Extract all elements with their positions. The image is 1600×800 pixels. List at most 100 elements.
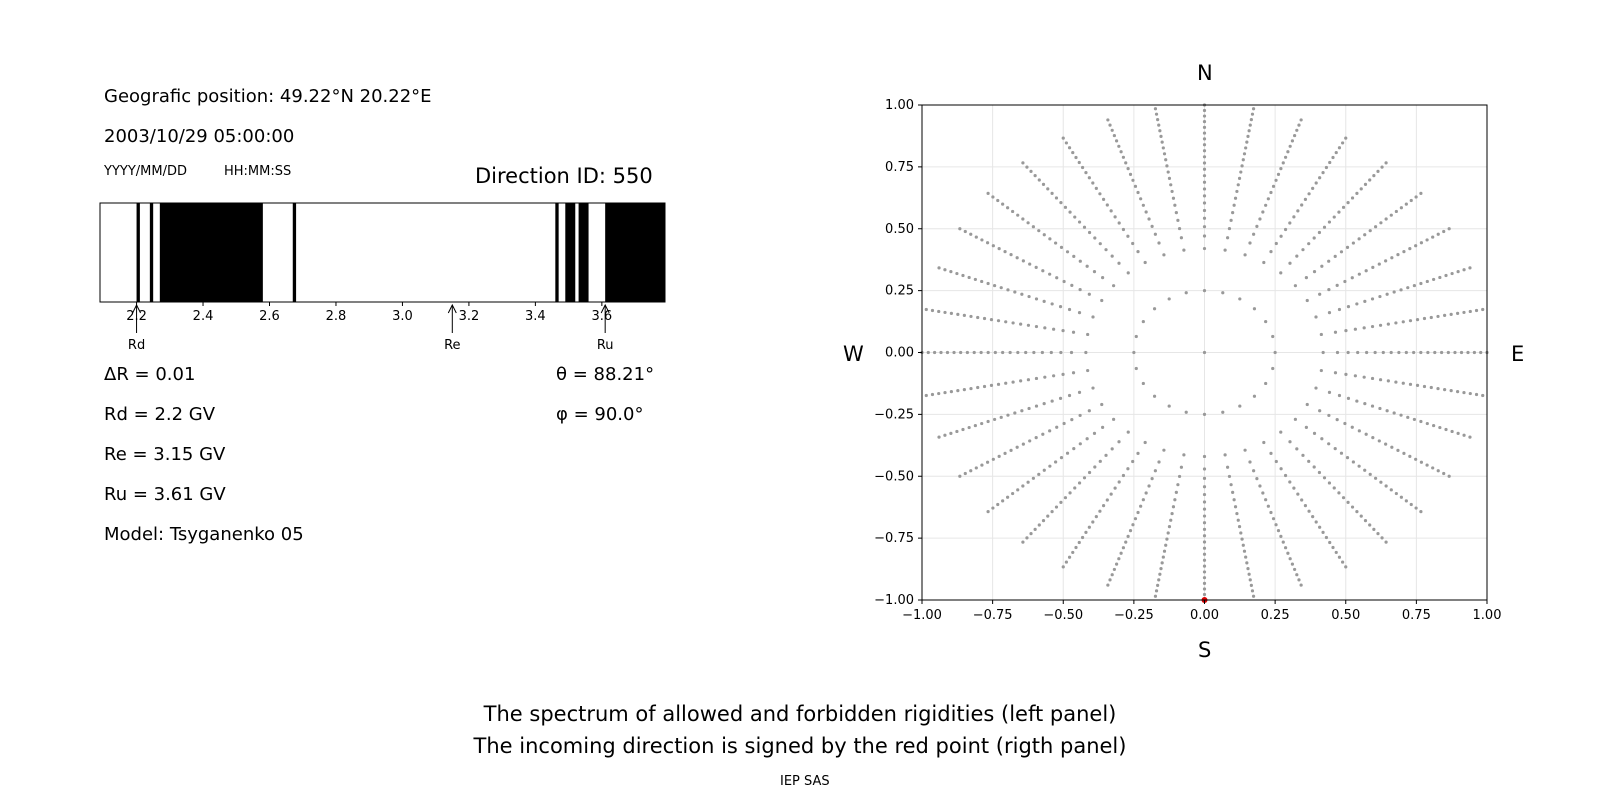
- scatter-point: [1182, 248, 1186, 252]
- scatter-point: [1084, 350, 1088, 355]
- scatter-point: [1232, 203, 1236, 207]
- scatter-point: [1202, 167, 1207, 171]
- scatter-point: [943, 390, 947, 395]
- scatter-point: [1288, 261, 1292, 265]
- scatter-point: [1261, 210, 1265, 214]
- scatter-point: [1029, 169, 1033, 173]
- marker-arrow-head: [447, 303, 457, 314]
- scatter-point: [1041, 432, 1045, 436]
- scatter-point: [999, 286, 1003, 290]
- scatter-point: [1048, 237, 1052, 241]
- scatter-point: [1419, 281, 1423, 286]
- scatter-point: [1087, 292, 1091, 296]
- direction-id: Direction ID: 550: [475, 164, 653, 188]
- scatter-point: [1378, 378, 1383, 382]
- scatter-point: [949, 431, 953, 435]
- scatter-point: [1446, 350, 1450, 355]
- scatter-point: [1462, 268, 1466, 272]
- scatter-point: [1098, 509, 1102, 513]
- scatter-point: [1082, 476, 1087, 480]
- scatter-point: [1419, 350, 1423, 355]
- scatter-point: [996, 502, 1000, 507]
- scatter-point: [1027, 294, 1031, 299]
- scatter-point: [958, 227, 962, 231]
- scatter-point: [1436, 314, 1440, 319]
- scatter-point: [1105, 498, 1109, 502]
- scatter-point: [1279, 534, 1283, 538]
- scatter-point: [1167, 404, 1171, 408]
- scatter-point: [1333, 254, 1337, 259]
- scatter-point: [1084, 170, 1088, 175]
- date-format-label: YYYY/MM/DD: [104, 164, 187, 179]
- scatter-point: [1112, 133, 1116, 138]
- scatter-point: [1136, 249, 1140, 254]
- scatter-point: [1070, 283, 1074, 287]
- scatter-point: [1202, 289, 1207, 293]
- scatter-point: [1143, 260, 1147, 265]
- scatter-point: [1157, 123, 1161, 127]
- scatter-point: [1006, 413, 1010, 417]
- scatter-point: [1021, 259, 1025, 263]
- scatter-point: [993, 417, 997, 422]
- scatter-point: [1378, 323, 1383, 327]
- scatter-point: [1328, 540, 1332, 545]
- scatter-point: [1041, 269, 1045, 273]
- scatter-point: [1440, 350, 1444, 355]
- scatter-point: [1026, 323, 1031, 327]
- forbidden-bands: [136, 203, 665, 302]
- scatter-point: [1431, 466, 1435, 470]
- scatter-point: [1271, 366, 1275, 371]
- spectrum-tick-label: 2.4: [193, 309, 214, 324]
- scatter-point: [1332, 215, 1336, 219]
- scatter-point: [1370, 376, 1375, 381]
- scatter-point: [1269, 510, 1273, 515]
- scatter-point: [1202, 592, 1207, 597]
- scatter-point: [1319, 332, 1323, 337]
- scatter-point: [1261, 491, 1265, 495]
- scatter-point: [1346, 396, 1351, 401]
- scatter-point: [1171, 196, 1176, 200]
- scatter-point: [1396, 253, 1400, 257]
- scatter-point: [1147, 484, 1151, 488]
- scatter-point: [1037, 229, 1041, 233]
- scatter-point: [1061, 329, 1065, 333]
- scatter-point: [1384, 484, 1388, 488]
- scatter-point: [1202, 564, 1207, 568]
- marker-label-re: Re: [444, 338, 460, 353]
- scatter-point: [1343, 421, 1347, 426]
- scatter-point: [996, 319, 1001, 323]
- scatter-point: [1355, 399, 1359, 403]
- scatter-point: [1085, 264, 1089, 268]
- scatter-point: [1202, 155, 1207, 159]
- scatter-point: [1474, 392, 1479, 397]
- scatter-point: [1370, 324, 1375, 329]
- scatter-point: [1073, 486, 1077, 490]
- scatter-point: [1320, 437, 1324, 441]
- scatter-point: [1378, 294, 1382, 299]
- scatter-point: [1351, 241, 1355, 245]
- scatter-point: [1255, 477, 1259, 481]
- rd-value: Rd = 2.2 GV: [104, 404, 216, 425]
- time-format-label: HH:MM:SS: [224, 164, 292, 179]
- scatter-point: [1077, 220, 1082, 224]
- scatter-point: [1321, 350, 1325, 355]
- scatter-point: [1327, 442, 1331, 446]
- scatter-point: [1080, 165, 1085, 170]
- scatter-point: [1020, 409, 1024, 413]
- scatter-point: [1101, 276, 1105, 280]
- scatter-point: [991, 244, 995, 248]
- scatter-point: [1068, 491, 1072, 495]
- scatter-point: [1312, 270, 1317, 274]
- scatter-point: [1143, 440, 1147, 445]
- phi-value: φ = 90.0°: [556, 404, 644, 425]
- y-tick-label: −0.75: [874, 531, 914, 546]
- scatter-point: [1327, 481, 1332, 485]
- scatter-point: [980, 421, 984, 426]
- scatter-point: [1009, 253, 1013, 257]
- scatter-point: [1414, 244, 1418, 248]
- scatter-point: [959, 350, 963, 355]
- scatter-point: [1131, 459, 1135, 464]
- scatter-point: [1295, 573, 1299, 577]
- scatter-point: [1202, 246, 1207, 251]
- scatter-point: [1303, 504, 1308, 508]
